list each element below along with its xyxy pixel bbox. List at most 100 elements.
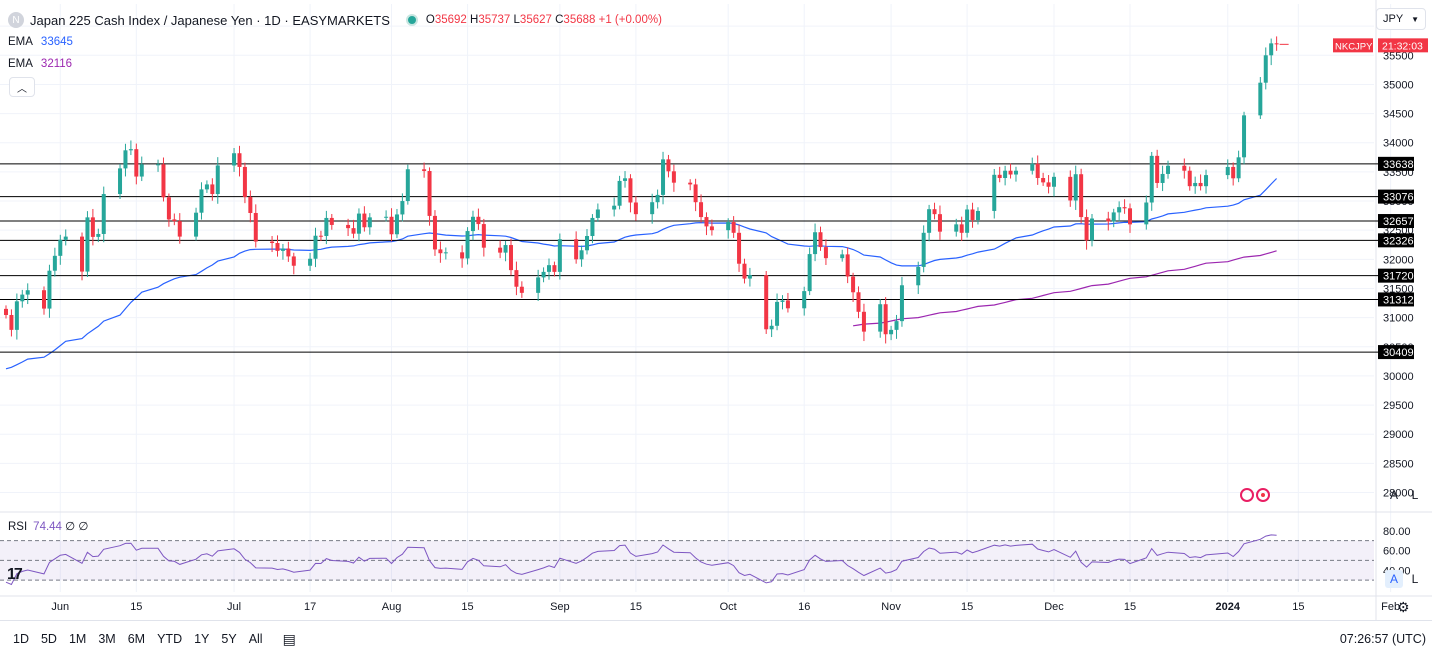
rsi-auto-scale-button[interactable]: A	[1385, 570, 1403, 588]
candle	[481, 224, 486, 248]
candle	[194, 212, 199, 237]
candle	[557, 239, 562, 272]
alert-bell-icon[interactable]	[1240, 488, 1254, 502]
candle	[1236, 157, 1241, 179]
level-label: 33638	[1383, 159, 1414, 171]
candle	[709, 226, 714, 231]
candle	[210, 184, 215, 195]
timeframe-6m[interactable]: 6M	[127, 632, 146, 646]
candle	[14, 301, 19, 330]
level-label-bg	[1378, 345, 1414, 360]
ema-fast-line	[5, 178, 1278, 370]
symbol-title[interactable]: Japan 225 Cash Index / Japanese Yen · 1D…	[30, 12, 390, 28]
calendar-range-icon[interactable]: ▤	[282, 630, 296, 647]
level-label: 31720	[1383, 271, 1414, 283]
time-tick-label: 15	[630, 601, 642, 613]
candle	[541, 271, 546, 278]
auto-scale-button[interactable]: A	[1389, 488, 1398, 502]
candle	[536, 277, 541, 293]
candle	[1106, 218, 1111, 222]
alert-target-icon[interactable]	[1256, 488, 1270, 502]
timeframe-1d[interactable]: 1D	[13, 632, 29, 646]
candle	[405, 169, 410, 202]
price-tick-label: 34500	[1383, 109, 1414, 121]
candle	[52, 255, 57, 271]
candle	[4, 308, 8, 316]
candle	[519, 286, 524, 293]
candle	[329, 217, 334, 225]
candle	[42, 290, 47, 309]
candle	[1225, 166, 1230, 176]
timeframe-3m[interactable]: 3M	[98, 632, 116, 646]
candle	[688, 182, 693, 185]
candle	[389, 216, 394, 235]
candle	[308, 258, 313, 266]
timeframe-5y[interactable]: 5Y	[221, 632, 237, 646]
timeframe-5d[interactable]: 5D	[40, 632, 57, 646]
symbol-logo-icon: N	[8, 12, 24, 28]
timeframe-all[interactable]: All	[248, 632, 263, 646]
candle	[894, 321, 899, 330]
candle	[585, 236, 590, 251]
candle	[1144, 202, 1149, 225]
rsi-log-scale-button[interactable]: L	[1411, 572, 1419, 586]
candle	[1111, 212, 1116, 222]
collapse-legend-button[interactable]: ︿	[9, 77, 35, 97]
alert-icons[interactable]	[1240, 488, 1272, 502]
candle	[400, 201, 405, 215]
price-chart[interactable]: 2800028500290002950030000305003100031500…	[0, 0, 1432, 620]
candle	[693, 184, 698, 203]
ema-legend-2[interactable]: EMA 32116	[8, 58, 73, 70]
candle	[118, 168, 123, 195]
currency-selector[interactable]: JPY ▼	[1376, 8, 1426, 30]
candle	[318, 235, 323, 237]
symbol-tag: NKCJPY	[1335, 41, 1373, 52]
candle	[699, 202, 704, 218]
time-tick-label: Feb	[1381, 601, 1400, 613]
gear-icon[interactable]: ⚙	[1397, 599, 1410, 615]
log-scale-button[interactable]: L	[1411, 488, 1419, 502]
countdown-tag: 21:32:03	[1382, 40, 1423, 52]
ema-legend-1[interactable]: EMA 33645	[8, 36, 73, 48]
level-label: 32657	[1383, 216, 1414, 228]
candle	[1155, 155, 1160, 183]
candle	[465, 231, 470, 259]
candle	[1030, 163, 1035, 171]
candle	[1003, 170, 1008, 179]
timeframe-1y[interactable]: 1Y	[194, 632, 210, 646]
candle	[813, 232, 818, 255]
candle	[134, 149, 139, 177]
candle	[1079, 174, 1084, 218]
candle	[1035, 163, 1040, 179]
rsi-legend[interactable]: RSI 74.44 ∅ ∅	[8, 521, 89, 533]
candle	[356, 213, 361, 234]
timeframe-1m[interactable]: 1M	[68, 632, 87, 646]
timeframe-ytd[interactable]: YTD	[157, 632, 183, 646]
level-label: 31312	[1383, 294, 1414, 306]
candle	[128, 149, 133, 151]
level-label-bg	[1378, 292, 1414, 307]
candle	[1198, 182, 1203, 187]
time-tick-label: Jul	[227, 601, 241, 613]
time-tick-label: Aug	[382, 601, 402, 613]
candle	[1258, 82, 1263, 116]
candle	[156, 164, 161, 166]
candle	[1117, 207, 1122, 213]
candle	[204, 184, 209, 190]
candle	[422, 169, 427, 172]
utc-clock[interactable]: 07:26:57 (UTC)	[1339, 632, 1426, 646]
candle	[802, 291, 807, 309]
candle	[1090, 218, 1094, 241]
candle	[9, 315, 14, 330]
chevron-up-icon: ︿	[17, 83, 27, 95]
candle	[139, 164, 144, 177]
candle	[460, 252, 465, 259]
candle	[1263, 55, 1268, 83]
candle	[1008, 170, 1013, 175]
candle	[916, 266, 921, 286]
candle	[954, 224, 959, 232]
tradingview-logo-icon[interactable]: 17	[7, 566, 23, 583]
candle	[237, 153, 242, 167]
candle	[780, 300, 785, 302]
